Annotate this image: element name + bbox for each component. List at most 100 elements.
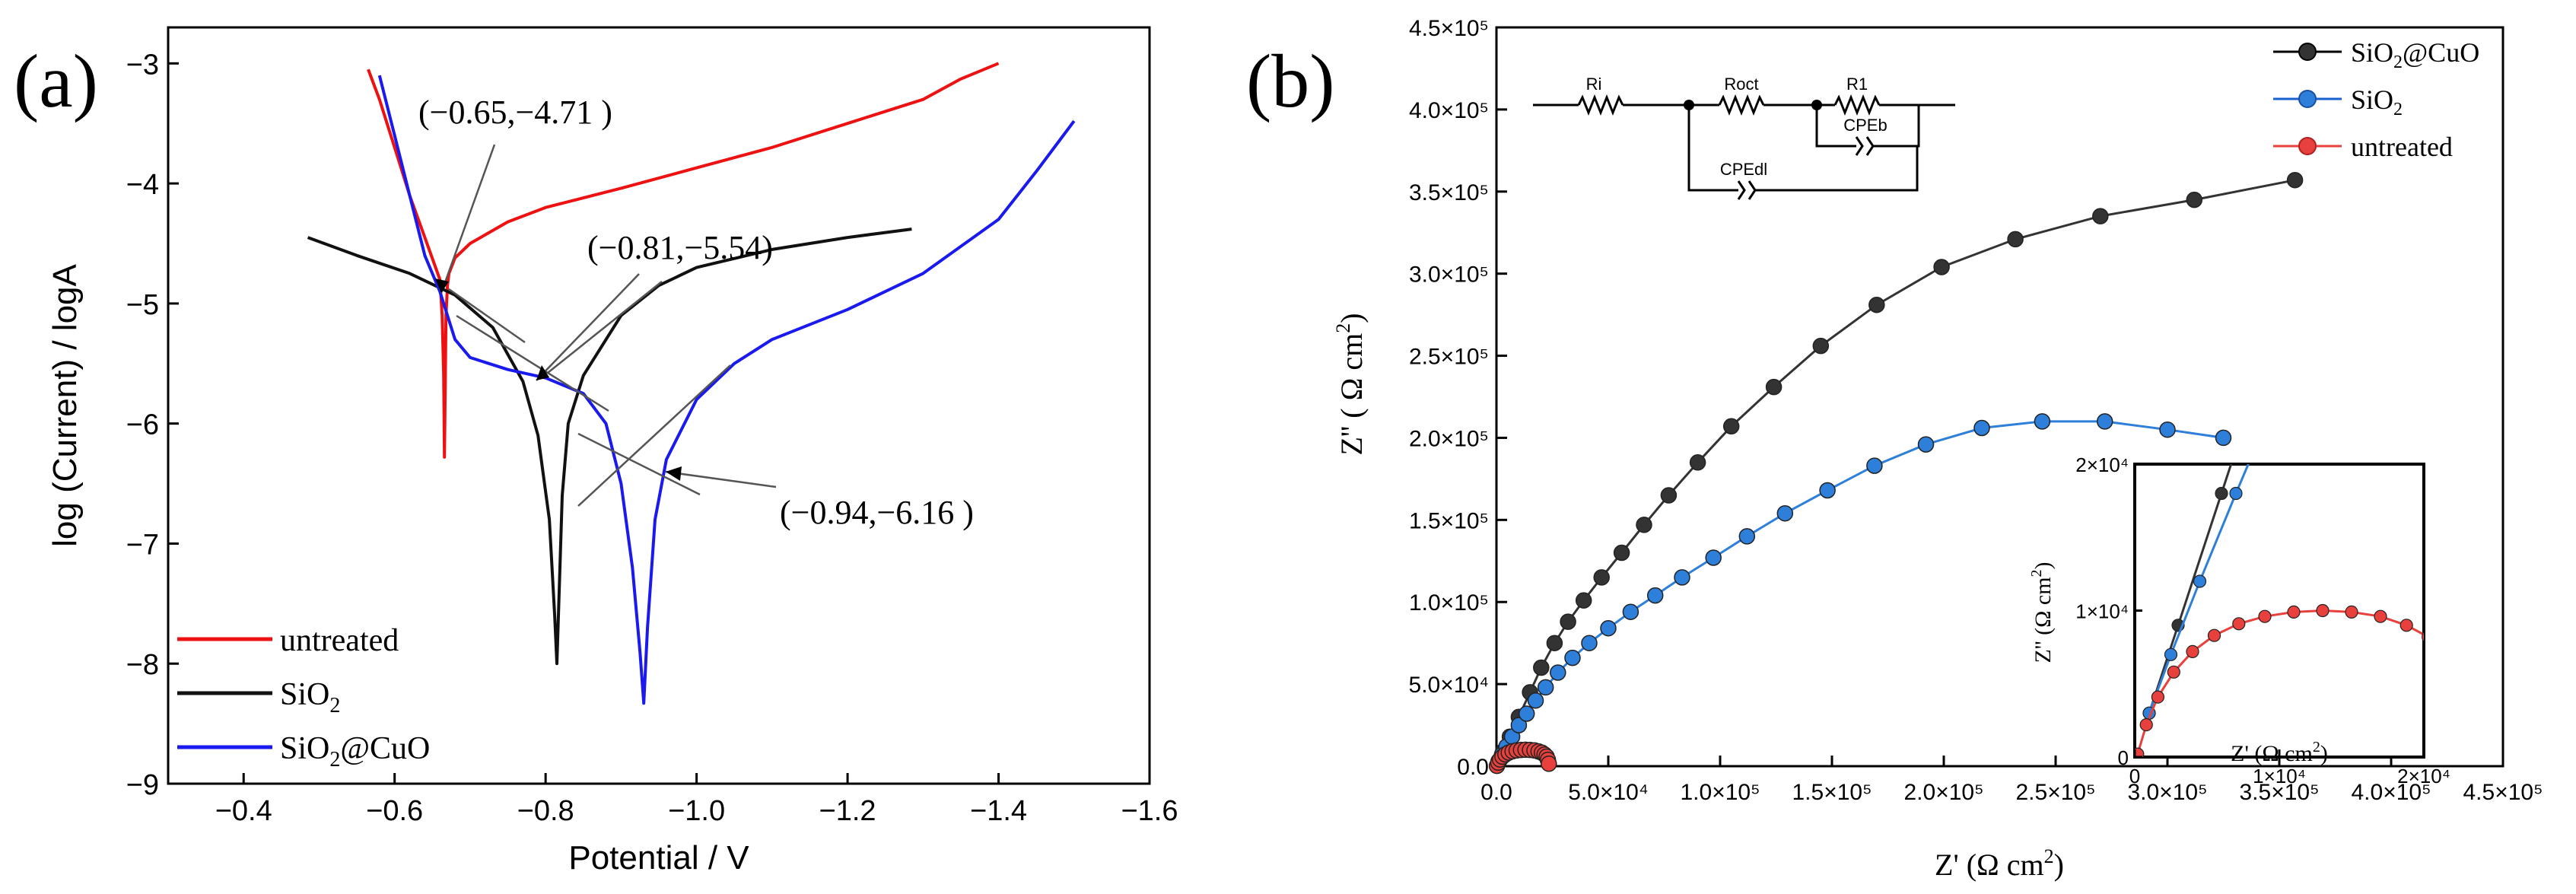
x-tick-label: 3.5×10⁵	[2239, 780, 2319, 805]
panel-b-x-ticks: 0.0 5.0×10⁴ 1.0×10⁵ 1.5×10⁵ 2.0×10⁵ 2.5×10⁵ 3.…	[1480, 756, 2543, 805]
cpe-b-plate2	[1865, 136, 1875, 156]
annotation-1: (−0.65,−4.71 )	[418, 94, 612, 131]
inset-point-untreated	[2467, 729, 2479, 741]
inset-point-untreated	[2167, 665, 2180, 679]
point-sio2	[1646, 587, 1664, 604]
point-sio2-cuo	[1689, 454, 1706, 471]
point-sio2	[1973, 419, 1990, 437]
inset-x-axis-label: Z' (Ω cm2)	[2231, 739, 2328, 766]
circuit-label-ri: Ri	[1586, 75, 1602, 94]
inset-plot: 00 1×10⁴ 1×10⁴ 2×10⁴ 2×10⁴ Z' (Ω cm2) Z'' (Ω…	[2028, 165, 2479, 787]
inset-point-untreated	[2258, 609, 2272, 623]
inset-x-tick-label: 2×10⁴	[2397, 765, 2450, 787]
panel-b-y-axis-label: Z'' ( Ω cm2)	[1332, 313, 1369, 455]
annotation-leader-3	[665, 470, 777, 488]
equivalent-circuit	[1533, 94, 1955, 200]
legend-label-sio2: SiO2	[280, 677, 340, 717]
panel-a-x-ticks: −0.4 −0.6 −0.8 −1.0 −1.2 −1.4 −1.6	[215, 773, 1178, 827]
point-sio2	[1705, 549, 1722, 566]
tafel-line-untreated	[448, 288, 526, 344]
point-sio2	[1537, 679, 1554, 696]
inset-point-sio2	[2164, 647, 2178, 661]
y-tick-label: −8	[126, 649, 159, 681]
point-sio2-cuo	[1560, 613, 1576, 630]
point-sio2-cuo	[1546, 635, 1563, 651]
x-tick-label: 4.5×10⁵	[2463, 780, 2543, 805]
tafel-line-sio2-cathodic	[456, 314, 609, 412]
panel-b-label: (b)	[1246, 39, 1335, 123]
panel-b: (b) 0.0 5.0×10⁴ 1.0×10⁵ 1.5×10⁵ 2.0×10⁵ 2.5×1…	[1246, 16, 2543, 882]
y-tick-label: −9	[126, 769, 159, 801]
annotation-arrowhead-1	[435, 278, 449, 293]
panel-a-series	[307, 62, 1076, 705]
inset-point-sio2	[2229, 486, 2243, 501]
point-sio2	[1738, 528, 1756, 545]
inset-point-untreated	[2461, 694, 2473, 706]
point-sio2-cuo	[1660, 487, 1678, 504]
point-sio2-cuo	[1613, 544, 1630, 562]
point-sio2-cuo	[1868, 296, 1885, 313]
legend-marker-sio2cuo	[2298, 43, 2317, 61]
x-tick-label: −1.6	[1121, 795, 1178, 827]
point-sio2-cuo	[1812, 337, 1830, 355]
inset-y-tick-label: 0	[2118, 746, 2129, 769]
y-tick-label: 3.0×10⁵	[1409, 262, 1489, 288]
legend-marker-sio2	[2298, 90, 2317, 108]
point-sio2-cuo	[2186, 191, 2203, 208]
annotation-arrowhead-2	[536, 365, 549, 380]
point-sio2-cuo	[1722, 418, 1740, 435]
legend-label-b-sio2: SiO2	[2351, 84, 2403, 119]
x-tick-label: −1.0	[668, 795, 725, 827]
legend-label-untreated: untreated	[280, 623, 399, 658]
point-sio2	[1776, 504, 1794, 522]
point-sio2	[1866, 457, 1883, 474]
x-tick-label: 4.0×10⁵	[2351, 780, 2431, 805]
inset-point-sio2-cuo	[2215, 486, 2228, 501]
point-sio2	[2034, 413, 2051, 430]
tafel-line-sio2-anodic	[547, 281, 663, 374]
circuit-label-cpeb: CPEb	[1843, 116, 1887, 135]
inset-point-untreated	[2453, 666, 2465, 678]
inset-point-untreated	[2232, 617, 2246, 631]
inset-series	[2135, 165, 2479, 757]
legend-label-b-sio2cuo: SiO2@CuO	[2351, 37, 2479, 72]
point-sio2	[1917, 436, 1935, 453]
x-tick-label: −1.4	[970, 795, 1027, 827]
legend-label-b-untreated: untreated	[2351, 132, 2453, 162]
y-tick-label: 4.5×10⁵	[1409, 16, 1489, 41]
inset-data	[2135, 165, 2479, 757]
panel-a-plot-frame	[167, 26, 1151, 785]
panel-a-legend: untreated SiO2 SiO2@CuO	[177, 623, 430, 772]
inset-point-untreated	[2287, 605, 2301, 619]
resistor-ri	[1577, 94, 1624, 116]
inset-point-sio2	[2382, 165, 2394, 177]
x-tick-label: −0.6	[366, 795, 423, 827]
y-tick-label: 1.0×10⁵	[1409, 590, 1489, 616]
x-tick-label: −0.4	[215, 795, 272, 827]
inset-point-untreated	[2207, 628, 2221, 642]
panel-a: (a) −0.4 −0.6 −0.8 −1.0 −1.2 −1.4 −1.6 −9−8−7−…	[14, 26, 1178, 877]
legend-label-sio2cuo: SiO2@CuO	[280, 731, 430, 772]
cpe-dl-plate1	[1737, 180, 1746, 200]
annotation-leader-2	[536, 273, 640, 381]
inset-point-sio2	[2273, 385, 2285, 397]
inset-point-sio2	[2324, 282, 2336, 294]
point-sio2	[1527, 692, 1544, 709]
tafel-line-sio2cuo-cathodic	[577, 432, 701, 496]
x-tick-label: 2.5×10⁵	[2015, 780, 2095, 805]
point-sio2	[2215, 429, 2232, 447]
series-line-untreated	[367, 62, 1000, 459]
resistor-roct	[1718, 94, 1765, 116]
inset-point-untreated	[2151, 690, 2164, 704]
inset-point-sio2-cuo	[2273, 312, 2285, 324]
panel-a-y-ticks: −9 −8 −7 −6 −5 −4 −3	[126, 49, 179, 801]
inset-y-axis-label: Z'' (Ω cm2)	[2028, 562, 2056, 663]
x-tick-label: 1.0×10⁵	[1680, 780, 1760, 805]
circuit-label-r1: R1	[1846, 75, 1868, 94]
inset-point-untreated	[2374, 609, 2387, 623]
inset-point-untreated	[2316, 603, 2330, 618]
inset-point-untreated	[2422, 632, 2424, 642]
panel-b-x-axis-label: Z' (Ω cm2)	[1935, 845, 2064, 882]
x-tick-label: 1.5×10⁵	[1792, 780, 1872, 805]
